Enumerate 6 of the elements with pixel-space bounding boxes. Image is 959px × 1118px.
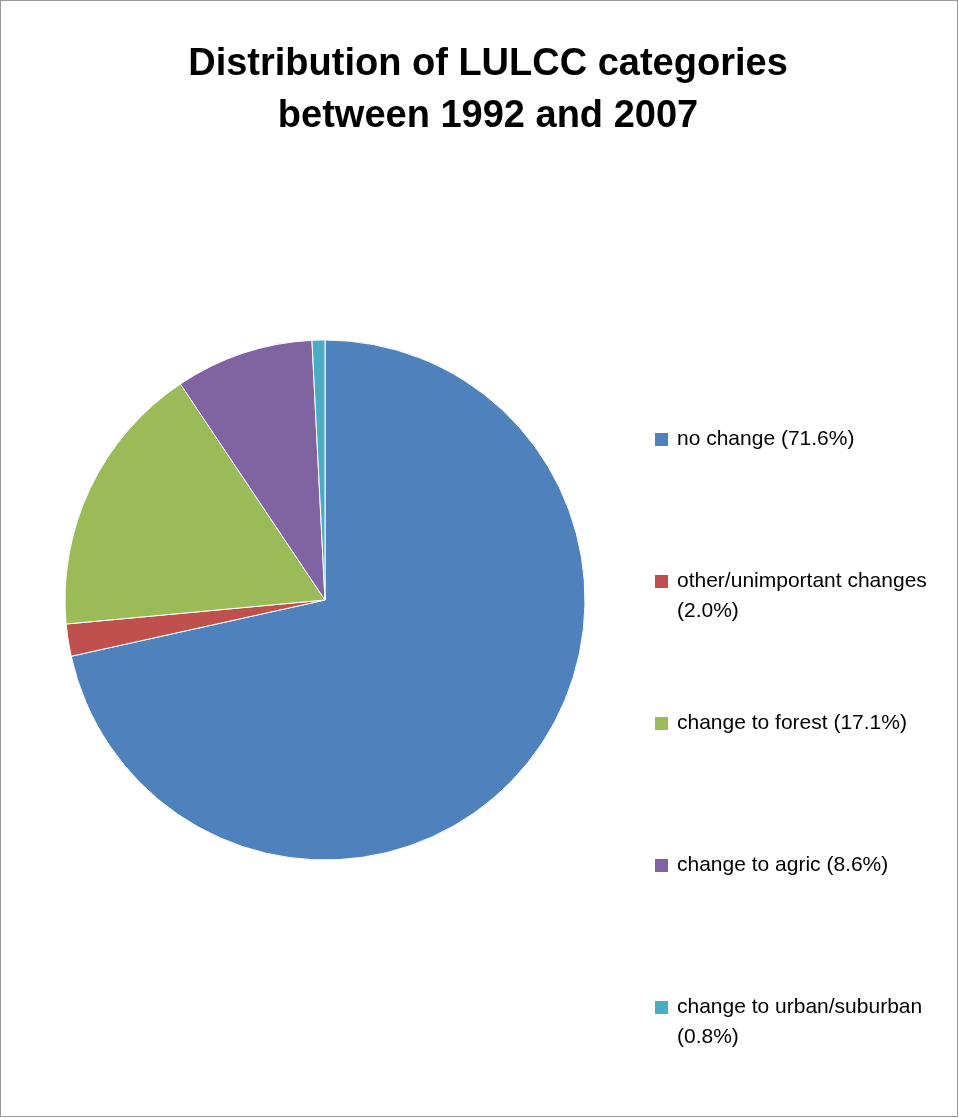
legend-label: change to forest (17.1%): [677, 710, 907, 733]
legend-label: no change (71.6%): [677, 426, 855, 449]
legend-label: other/unimportant changes (2.0%): [677, 568, 927, 621]
legend-label: change to urban/suburban (0.8%): [677, 994, 923, 1047]
chart-title: Distribution of LULCC categories between 1992 and 2007: [188, 41, 788, 135]
legend-label: change to agric (8.6%): [677, 852, 889, 875]
